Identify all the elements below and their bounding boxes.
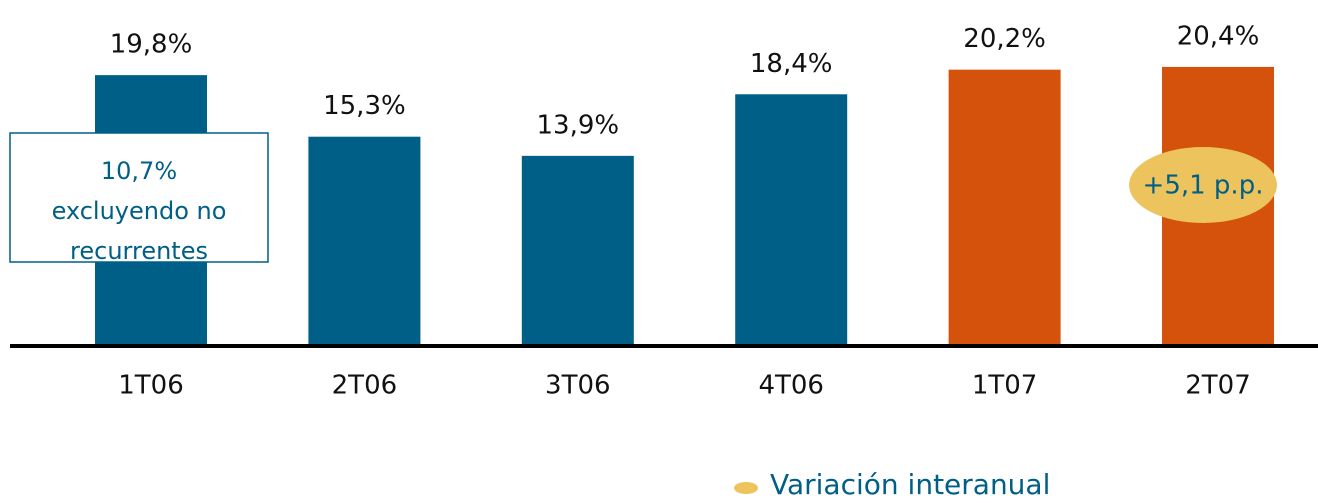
annotation-text: excluyendo no bbox=[52, 197, 227, 225]
annotation-text: recurrentes bbox=[70, 237, 208, 265]
value-label: 20,4% bbox=[1177, 21, 1260, 51]
value-label: 15,3% bbox=[323, 91, 406, 121]
x-tick-label: 4T06 bbox=[758, 371, 824, 401]
legend-marker bbox=[734, 482, 758, 494]
value-label: 13,9% bbox=[536, 110, 619, 140]
bar bbox=[948, 69, 1061, 346]
x-tick-label: 3T06 bbox=[545, 371, 611, 401]
legend-label: Variación interanual bbox=[770, 468, 1050, 501]
annotation-box bbox=[9, 132, 269, 263]
value-label: 20,2% bbox=[963, 24, 1046, 54]
x-tick-label: 2T07 bbox=[1185, 371, 1251, 401]
annotation-text: 10,7% bbox=[101, 157, 177, 185]
bar bbox=[521, 155, 634, 346]
x-tick-label: 1T06 bbox=[118, 371, 184, 401]
value-label: 18,4% bbox=[750, 49, 833, 79]
annotation-text: +5,1 p.p. bbox=[1143, 171, 1264, 201]
bar bbox=[308, 136, 421, 346]
x-tick-label: 1T07 bbox=[972, 371, 1038, 401]
x-tick-label: 2T06 bbox=[332, 371, 398, 401]
bar bbox=[735, 94, 848, 347]
annotation-ellipse bbox=[1129, 147, 1277, 223]
value-label: 19,8% bbox=[110, 30, 193, 60]
